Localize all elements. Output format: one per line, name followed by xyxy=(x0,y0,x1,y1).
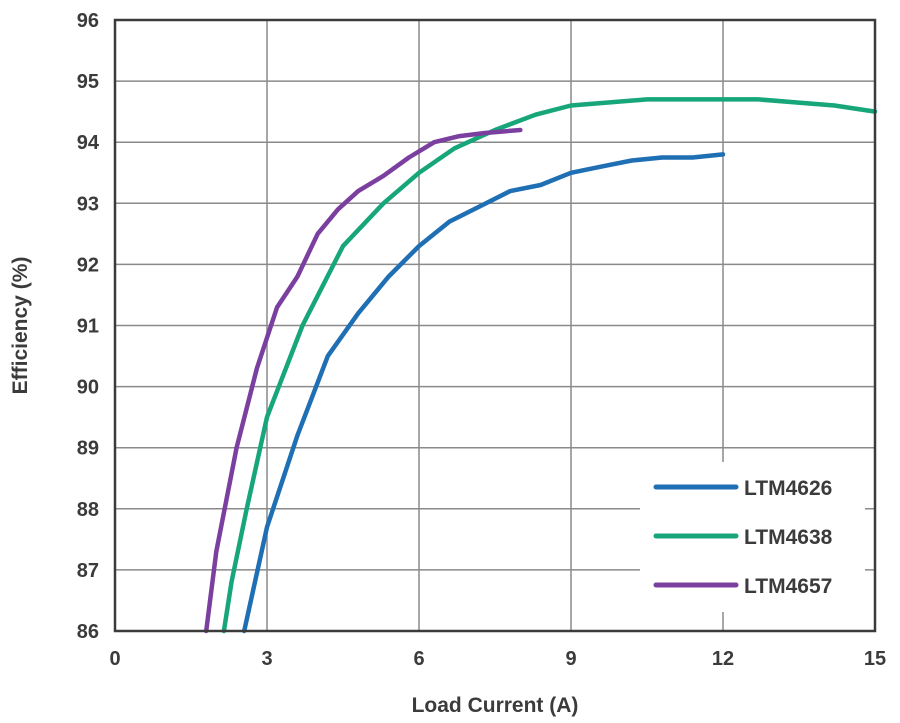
y-tick-label: 88 xyxy=(77,499,99,521)
series-lines xyxy=(203,97,878,634)
y-tick-label: 95 xyxy=(77,71,99,93)
x-tick-label: 9 xyxy=(565,648,576,670)
y-tick-label: 89 xyxy=(77,438,99,460)
series-line-ltm4638 xyxy=(221,97,878,634)
x-axis-title: Load Current (A) xyxy=(412,694,579,717)
y-tick-label: 96 xyxy=(77,10,99,32)
y-tick-label: 91 xyxy=(77,316,99,338)
y-tick-labels: 86 87 88 89 90 91 92 93 94 95 96 xyxy=(77,10,100,643)
y-tick-label: 92 xyxy=(77,254,99,276)
series-line-ltm4657 xyxy=(203,127,523,634)
y-tick-label: 87 xyxy=(77,560,99,582)
series-line-ltm4626 xyxy=(241,152,726,634)
y-tick-label: 93 xyxy=(77,193,99,215)
x-tick-label: 12 xyxy=(712,648,734,670)
legend-label: LTM4626 xyxy=(744,477,832,500)
x-tick-label: 3 xyxy=(261,648,272,670)
grid xyxy=(115,20,875,631)
plot-frame xyxy=(113,18,877,633)
legend-label: LTM4657 xyxy=(744,575,832,598)
x-tick-label: 0 xyxy=(109,648,120,670)
y-tick-label: 94 xyxy=(77,132,100,154)
y-tick-label: 90 xyxy=(77,377,99,399)
x-tick-label: 15 xyxy=(864,648,886,670)
y-tick-label: 86 xyxy=(77,621,99,643)
legend-label: LTM4638 xyxy=(744,526,833,549)
x-tick-labels: 0 3 6 9 12 15 xyxy=(109,648,886,670)
y-axis-title: Efficiency (%) xyxy=(9,257,32,395)
x-tick-label: 6 xyxy=(413,648,424,670)
legend: LTM4626 LTM4638 LTM4657 xyxy=(640,462,865,612)
